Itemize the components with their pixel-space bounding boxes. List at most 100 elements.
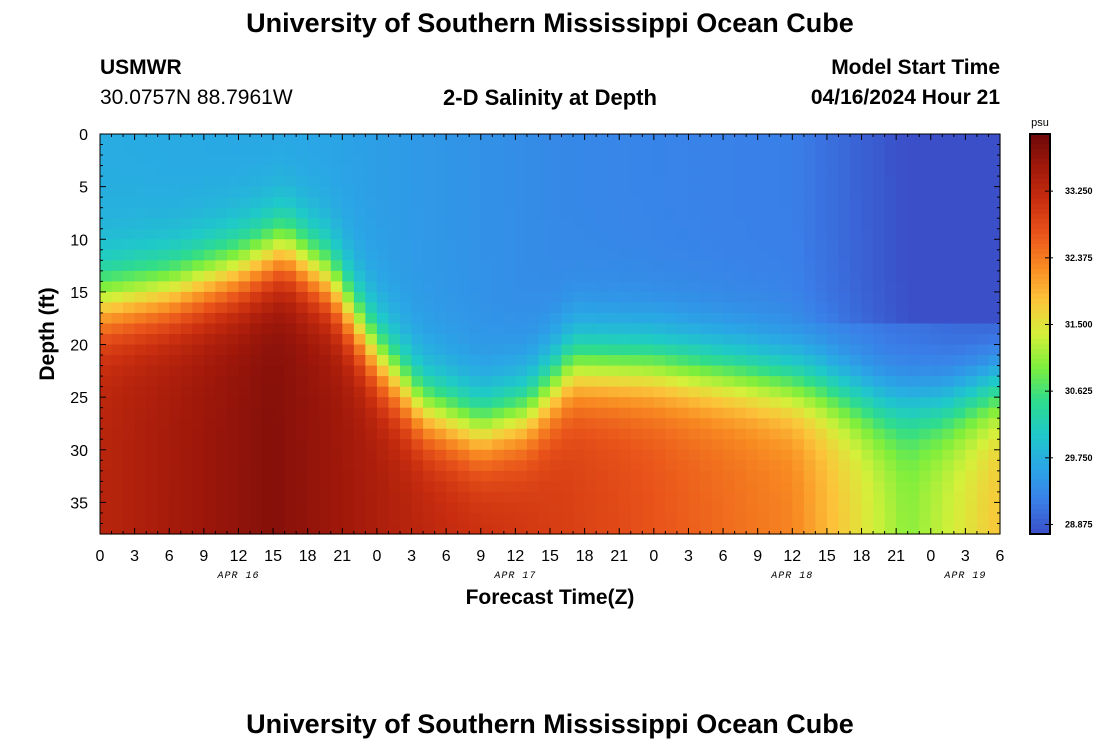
heatmap-cell [353, 302, 366, 314]
heatmap-cell [342, 270, 355, 282]
heatmap-cell [723, 460, 736, 472]
heatmap-cell [769, 376, 782, 388]
heatmap-cell [550, 344, 563, 356]
heatmap-cell [838, 144, 851, 156]
heatmap-cell [480, 270, 493, 282]
x-tick-label: 15 [541, 548, 559, 565]
heatmap-cell [896, 418, 909, 430]
heatmap-cell [146, 239, 159, 251]
heatmap-cell [873, 470, 886, 482]
heatmap-cell [584, 186, 597, 198]
heatmap-cell [653, 428, 666, 440]
heatmap-cell [815, 418, 828, 430]
heatmap-cell [296, 144, 309, 156]
heatmap-cell [388, 218, 401, 230]
heatmap-cell [434, 428, 447, 440]
heatmap-cell [400, 197, 413, 209]
heatmap-cell [538, 365, 551, 377]
heatmap-cell [526, 344, 540, 356]
heatmap-cell [192, 523, 205, 535]
heatmap-cell [492, 386, 505, 398]
heatmap-cell [573, 323, 586, 335]
heatmap-cell [307, 365, 320, 377]
heatmap-cell [215, 376, 228, 388]
heatmap-cell [353, 249, 366, 261]
heatmap-cell [134, 323, 147, 335]
heatmap-cell [653, 144, 666, 156]
heatmap-cell [457, 407, 470, 419]
heatmap-cell [803, 134, 816, 146]
heatmap-cell [942, 334, 955, 346]
heatmap-cell [700, 249, 713, 261]
heatmap-cell [330, 197, 343, 209]
heatmap-cell [676, 365, 690, 377]
heatmap-cell [988, 197, 1001, 209]
heatmap-cell [607, 239, 620, 251]
heatmap-cell [400, 260, 413, 272]
heatmap-cell [238, 281, 251, 293]
heatmap-cell [111, 428, 124, 440]
heatmap-cell [884, 344, 897, 356]
heatmap-cell [203, 502, 216, 514]
heatmap-cell [746, 428, 759, 440]
heatmap-cell [146, 512, 159, 525]
heatmap-cell [296, 239, 309, 251]
heatmap-cell [815, 207, 828, 219]
heatmap-cell [203, 176, 216, 188]
heatmap-cell [434, 302, 447, 314]
heatmap-cell [388, 502, 401, 514]
heatmap-cell [676, 176, 690, 188]
heatmap-cell [988, 228, 1001, 240]
heatmap-cell [919, 365, 932, 377]
heatmap-cell [134, 260, 147, 272]
heatmap-cell [411, 165, 424, 177]
heatmap-cell [976, 197, 990, 209]
heatmap-cell [123, 270, 136, 282]
heatmap-cell [192, 428, 205, 440]
heatmap-cell [250, 197, 263, 209]
heatmap-cell [942, 176, 955, 188]
heatmap-cell [146, 144, 159, 156]
heatmap-cell [411, 134, 424, 146]
heatmap-cell [734, 197, 747, 209]
heatmap-cell [919, 481, 932, 493]
heatmap-cell [930, 481, 943, 493]
heatmap-cell [561, 418, 574, 430]
heatmap-cell [365, 470, 378, 482]
heatmap-cell [757, 207, 770, 219]
heatmap-cell [480, 355, 493, 367]
heatmap-cell [376, 176, 390, 188]
heatmap-cell [780, 260, 793, 272]
heatmap-cell [596, 439, 609, 451]
heatmap-cell [330, 439, 343, 451]
heatmap-cell [261, 428, 274, 440]
heatmap-cell [376, 428, 390, 440]
heatmap-cell [746, 281, 759, 293]
heatmap-cell [284, 134, 297, 146]
heatmap-cell [330, 218, 343, 230]
heatmap-cell [446, 376, 459, 388]
heatmap-cell [826, 502, 840, 514]
heatmap-cell [561, 407, 574, 419]
heatmap-cell [538, 407, 551, 419]
heatmap-cell [157, 491, 170, 504]
heatmap-cell [400, 302, 413, 314]
heatmap-cell [353, 197, 366, 209]
heatmap-cell [792, 228, 805, 240]
heatmap-cell [503, 134, 516, 146]
heatmap-cell [711, 376, 724, 388]
heatmap-cell [780, 291, 793, 304]
heatmap-cell [665, 134, 678, 146]
heatmap-cell [584, 228, 597, 240]
heatmap-cell [503, 355, 516, 367]
heatmap-cell [400, 218, 413, 230]
heatmap-cell [330, 239, 343, 251]
heatmap-cell [815, 176, 828, 188]
heatmap-cell [503, 449, 516, 461]
heatmap-cell [192, 376, 205, 388]
heatmap-cell [400, 376, 413, 388]
heatmap-cell [480, 260, 493, 272]
heatmap-cell [930, 239, 943, 251]
heatmap-cell [953, 270, 966, 282]
heatmap-cell [273, 386, 286, 398]
